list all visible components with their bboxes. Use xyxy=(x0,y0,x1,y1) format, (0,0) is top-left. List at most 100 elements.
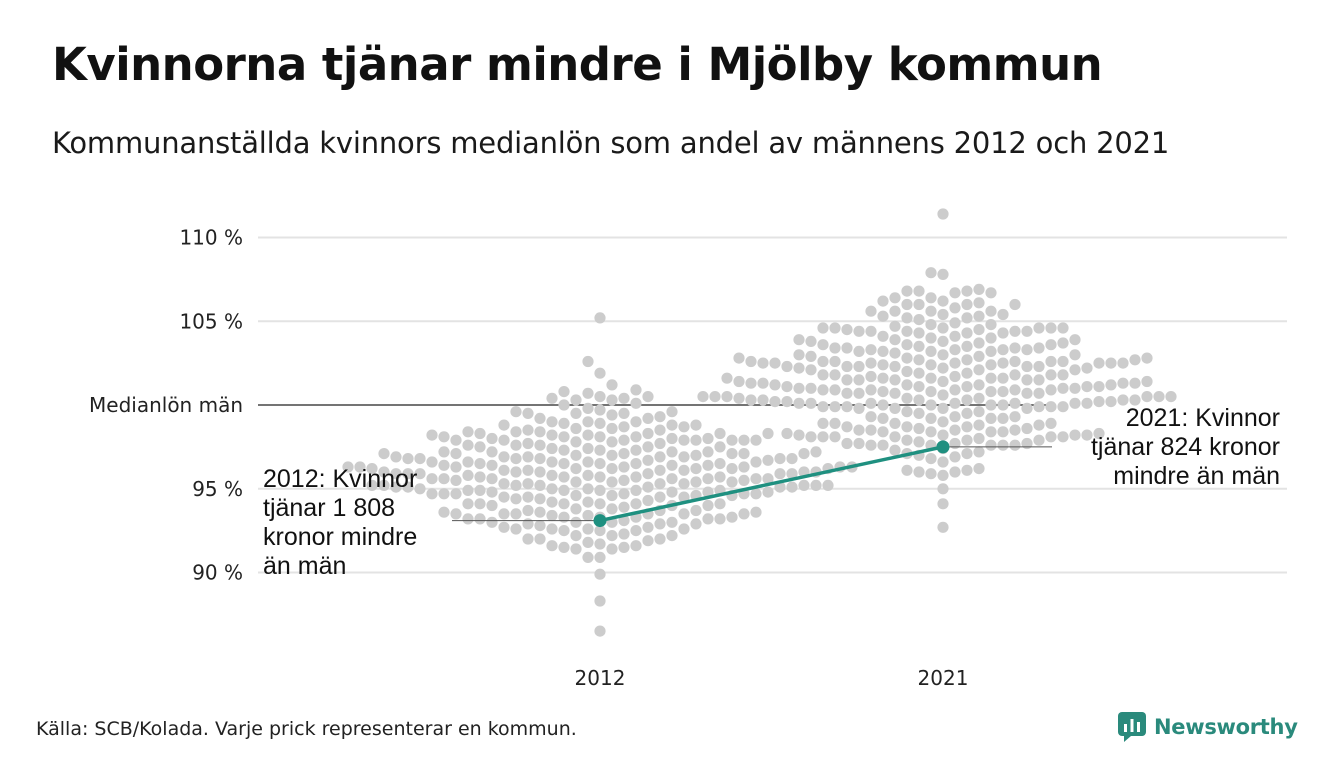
municipality-dot xyxy=(781,360,793,373)
municipality-dot xyxy=(925,345,937,357)
municipality-dot xyxy=(1009,397,1021,409)
municipality-dot xyxy=(378,466,390,478)
municipality-dot xyxy=(630,525,642,537)
municipality-dot xyxy=(913,367,925,379)
municipality-dot xyxy=(877,372,889,384)
municipality-dot xyxy=(913,354,925,366)
municipality-dot xyxy=(702,473,714,485)
municipality-dot xyxy=(534,520,546,532)
municipality-dot xyxy=(1069,349,1081,361)
municipality-dot xyxy=(1081,362,1093,374)
municipality-dot xyxy=(1069,364,1081,376)
municipality-dot xyxy=(937,208,949,220)
municipality-dot xyxy=(558,511,570,523)
municipality-dot xyxy=(985,412,997,424)
municipality-dot xyxy=(925,359,937,371)
municipality-dot xyxy=(709,391,721,403)
municipality-dot xyxy=(769,357,781,369)
municipality-dot xyxy=(877,386,889,398)
municipality-dot xyxy=(1045,339,1057,351)
municipality-dot xyxy=(666,516,678,528)
municipality-dot xyxy=(841,437,853,450)
municipality-dot xyxy=(949,384,961,396)
municipality-dot xyxy=(1009,298,1021,311)
municipality-dot xyxy=(462,426,474,438)
municipality-dot xyxy=(949,330,961,342)
municipality-dot xyxy=(757,377,769,389)
x-tick-label: 2012 xyxy=(575,666,626,690)
municipality-dot xyxy=(925,386,937,398)
municipality-dot xyxy=(901,379,913,391)
municipality-dot xyxy=(678,478,690,490)
municipality-dot xyxy=(630,416,642,428)
municipality-dot xyxy=(949,424,961,436)
municipality-dot xyxy=(546,456,558,468)
municipality-dot xyxy=(997,357,1009,369)
municipality-dot xyxy=(486,486,498,498)
municipality-dot xyxy=(853,325,865,337)
municipality-dot xyxy=(865,397,877,409)
municipality-dot xyxy=(702,432,714,445)
municipality-dot xyxy=(973,432,985,445)
municipality-dot xyxy=(642,441,654,453)
municipality-dot xyxy=(805,335,817,347)
municipality-dot xyxy=(774,468,786,480)
municipality-dot xyxy=(805,397,817,409)
municipality-dot xyxy=(1009,384,1021,396)
municipality-dot xyxy=(889,292,901,304)
municipality-dot xyxy=(985,305,997,317)
municipality-dot xyxy=(618,501,630,513)
municipality-dot xyxy=(618,528,630,540)
municipality-dot xyxy=(678,434,690,446)
municipality-dot xyxy=(630,384,642,396)
municipality-dot xyxy=(678,508,690,520)
municipality-dot xyxy=(1021,422,1033,435)
municipality-dot xyxy=(714,513,726,525)
municipality-dot xyxy=(973,406,985,418)
municipality-dot xyxy=(582,429,594,441)
municipality-dot xyxy=(817,384,829,396)
municipality-dot xyxy=(1057,401,1069,413)
municipality-dot xyxy=(1069,382,1081,394)
municipality-dot xyxy=(865,384,877,396)
municipality-dot xyxy=(510,406,522,418)
municipality-dot xyxy=(822,479,834,491)
municipality-dot xyxy=(438,473,450,485)
municipality-dot xyxy=(913,422,925,435)
municipality-dot xyxy=(937,268,949,280)
municipality-dot xyxy=(666,406,678,418)
municipality-dot xyxy=(853,437,865,450)
municipality-dot xyxy=(618,434,630,446)
municipality-dot xyxy=(1069,429,1081,441)
municipality-dot xyxy=(805,364,817,376)
municipality-dot xyxy=(1045,384,1057,396)
municipality-dot xyxy=(853,360,865,373)
municipality-dot xyxy=(1009,325,1021,337)
municipality-dot xyxy=(630,431,642,443)
municipality-dot xyxy=(949,302,961,314)
municipality-dot xyxy=(690,518,702,530)
municipality-dot xyxy=(570,407,582,419)
municipality-dot xyxy=(793,382,805,394)
annotation-2012: 2012: Kvinnor tjänar 1 808 kronor mindre än… xyxy=(263,465,417,580)
municipality-dot xyxy=(817,339,829,351)
y-tick-label: 95 % xyxy=(192,477,243,501)
municipality-dot xyxy=(570,449,582,461)
municipality-dot xyxy=(642,521,654,533)
municipality-dot xyxy=(805,350,817,362)
annotation-2012-line: 2012: Kvinnor xyxy=(263,465,417,493)
municipality-dot xyxy=(390,451,402,463)
municipality-dot xyxy=(877,330,889,342)
municipality-dot xyxy=(558,386,570,398)
municipality-dot xyxy=(678,523,690,535)
municipality-dot xyxy=(841,401,853,413)
municipality-dot xyxy=(678,421,690,433)
municipality-dot xyxy=(594,404,606,416)
municipality-dot xyxy=(961,434,973,446)
municipality-dot xyxy=(985,345,997,357)
municipality-dot xyxy=(642,427,654,440)
municipality-dot xyxy=(354,461,366,473)
municipality-dot xyxy=(402,453,414,465)
municipality-dot xyxy=(1069,397,1081,409)
municipality-dot xyxy=(901,434,913,446)
